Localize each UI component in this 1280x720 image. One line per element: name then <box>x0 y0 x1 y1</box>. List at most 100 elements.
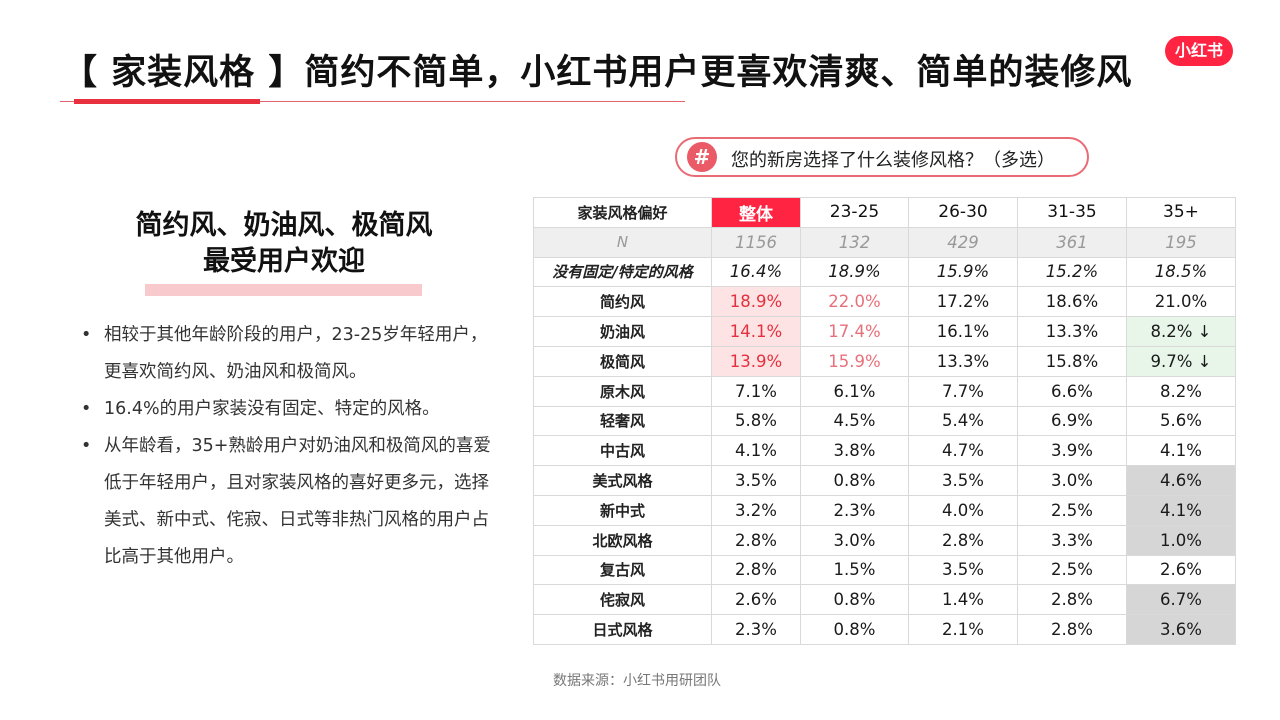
headline-line-2: 最受用户欢迎 <box>203 246 365 277</box>
table-cell: 4.1% <box>1126 435 1236 467</box>
table-cell: 21.0% <box>1126 286 1236 318</box>
table-row: 没有固定/特定的风格 16.4% 18.9% 15.9% 15.2% 18.5% <box>533 256 1236 288</box>
insight-text: 16.4%的用户家装没有固定、特定的风格。 <box>104 399 440 419</box>
table-row: 新中式 3.2% 2.3% 4.0% 2.5% 4.1% <box>533 494 1236 526</box>
row-label: 极简风 <box>533 345 712 377</box>
table-cell: 15.9% <box>908 256 1018 288</box>
table-row: 北欧风格 2.8% 3.0% 2.8% 3.3% 1.0% <box>533 524 1236 556</box>
title-accent-bar <box>74 99 260 104</box>
table-cell: 2.8% <box>1017 584 1127 616</box>
column-header: 家装风格偏好 <box>533 197 712 228</box>
question-text: 您的新房选择了什么装修风格？（多选） <box>731 150 1055 171</box>
table-row: 复古风 2.8% 1.5% 3.5% 2.5% 2.6% <box>533 554 1236 586</box>
table-cell: 1156 <box>711 226 801 258</box>
table-cell: 2.8% <box>908 524 1018 556</box>
row-label: 简约风 <box>533 286 712 318</box>
table-cell: 2.8% <box>711 554 801 586</box>
table-cell: 4.1% <box>711 435 801 467</box>
table-cell: 2.3% <box>711 614 801 645</box>
table-cell: 22.0% <box>800 286 909 318</box>
row-label: 没有固定/特定的风格 <box>533 256 712 288</box>
table-cell: 6.7% <box>1126 584 1236 616</box>
data-source-note: 数据来源：小红书用研团队 <box>553 673 721 689</box>
row-label: 中古风 <box>533 435 712 467</box>
table-cell: 3.8% <box>800 435 909 467</box>
bullet-icon: • <box>81 399 92 419</box>
table-cell: 8.2% ↓ <box>1126 316 1236 347</box>
table-cell: 7.7% <box>908 375 1018 407</box>
table-cell: 16.4% <box>711 256 801 288</box>
column-header: 31-35 <box>1017 197 1127 228</box>
table-cell: 17.2% <box>908 286 1018 318</box>
column-header: 整体 <box>711 197 801 228</box>
table-cell: 195 <box>1126 226 1236 258</box>
table-cell: 13.3% <box>908 345 1018 377</box>
row-label: 复古风 <box>533 554 712 586</box>
hashtag-icon: # <box>687 142 717 172</box>
table-cell: 1.5% <box>800 554 909 586</box>
style-preference-table: 家装风格偏好 整体 23-25 26-30 31-35 35+ N 1156 1… <box>533 197 1236 645</box>
table-cell: 2.5% <box>1017 554 1127 586</box>
table-row: 美式风格 3.5% 0.8% 3.5% 3.0% 4.6% <box>533 465 1236 496</box>
table-cell: 3.0% <box>800 524 909 556</box>
column-header: 23-25 <box>800 197 909 228</box>
bullet-icon: • <box>81 436 92 456</box>
table-row: 日式风格 2.3% 0.8% 2.1% 2.8% 3.6% <box>533 614 1236 645</box>
table-cell: 6.9% <box>1017 405 1127 437</box>
title-divider <box>60 101 685 102</box>
table-cell: 18.6% <box>1017 286 1127 318</box>
question-pill: # 您的新房选择了什么装修风格？（多选） <box>675 137 1089 177</box>
row-label: 奶油风 <box>533 316 712 347</box>
table-cell: 15.8% <box>1017 345 1127 377</box>
row-label: 原木风 <box>533 375 712 407</box>
table-cell: 2.3% <box>800 494 909 526</box>
insight-item: • 从年龄看，35+熟龄用户对奶油风和极简风的喜爱低于年轻用户，且对家装风格的喜好… <box>78 428 498 576</box>
table-cell: 3.3% <box>1017 524 1127 556</box>
table-row: 中古风 4.1% 3.8% 4.7% 3.9% 4.1% <box>533 435 1236 467</box>
table-cell: 6.1% <box>800 375 909 407</box>
table-row: 轻奢风 5.8% 4.5% 5.4% 6.9% 5.6% <box>533 405 1236 437</box>
table-row: 简约风 18.9% 22.0% 17.2% 18.6% 21.0% <box>533 286 1236 318</box>
page-title: 【 家装风格 】简约不简单，小红书用户更喜欢清爽、简单的装修风 <box>62 53 1133 93</box>
table-cell: 18.9% <box>800 256 909 288</box>
column-header: 35+ <box>1126 197 1236 228</box>
row-label: 日式风格 <box>533 614 712 645</box>
table-cell: 18.5% <box>1126 256 1236 288</box>
insight-text: 从年龄看，35+熟龄用户对奶油风和极简风的喜爱低于年轻用户，且对家装风格的喜好更… <box>104 436 491 567</box>
table-cell: 2.6% <box>711 584 801 616</box>
table-cell: 1.4% <box>908 584 1018 616</box>
table-cell: 17.4% <box>800 316 909 347</box>
table-cell: 1.0% <box>1126 524 1236 556</box>
insight-item: • 相较于其他年龄阶段的用户，23-25岁年轻用户，更喜欢简约风、奶油风和极简风。 <box>78 317 498 391</box>
table-cell: 0.8% <box>800 465 909 496</box>
row-label: N <box>533 226 712 258</box>
row-label: 侘寂风 <box>533 584 712 616</box>
table-cell: 13.9% <box>711 345 801 377</box>
table-cell: 3.5% <box>908 465 1018 496</box>
headline-line-1: 简约风、奶油风、极简风 <box>135 210 433 241</box>
table-cell: 0.8% <box>800 614 909 645</box>
table-cell: 3.5% <box>908 554 1018 586</box>
table-cell: 2.8% <box>1017 614 1127 645</box>
brand-logo: 小红书 <box>1165 36 1233 66</box>
headline-underline <box>145 284 422 296</box>
table-cell: 4.6% <box>1126 465 1236 496</box>
insight-text: 相较于其他年龄阶段的用户，23-25岁年轻用户，更喜欢简约风、奶油风和极简风。 <box>104 325 488 382</box>
table-cell: 2.8% <box>711 524 801 556</box>
table-cell: 3.9% <box>1017 435 1127 467</box>
table-cell: 5.6% <box>1126 405 1236 437</box>
table-cell: 13.3% <box>1017 316 1127 347</box>
row-label: 北欧风格 <box>533 524 712 556</box>
table-cell: 4.1% <box>1126 494 1236 526</box>
table-cell: 16.1% <box>908 316 1018 347</box>
table-cell: 15.9% <box>800 345 909 377</box>
table-cell: 4.0% <box>908 494 1018 526</box>
left-headline: 简约风、奶油风、极简风 最受用户欢迎 <box>104 208 464 280</box>
table-header-row: 家装风格偏好 整体 23-25 26-30 31-35 35+ <box>533 197 1236 228</box>
table-cell: 429 <box>908 226 1018 258</box>
table-cell: 3.2% <box>711 494 801 526</box>
table-cell: 9.7% ↓ <box>1126 345 1236 377</box>
table-cell: 2.1% <box>908 614 1018 645</box>
table-cell: 6.6% <box>1017 375 1127 407</box>
table-cell: 15.2% <box>1017 256 1127 288</box>
